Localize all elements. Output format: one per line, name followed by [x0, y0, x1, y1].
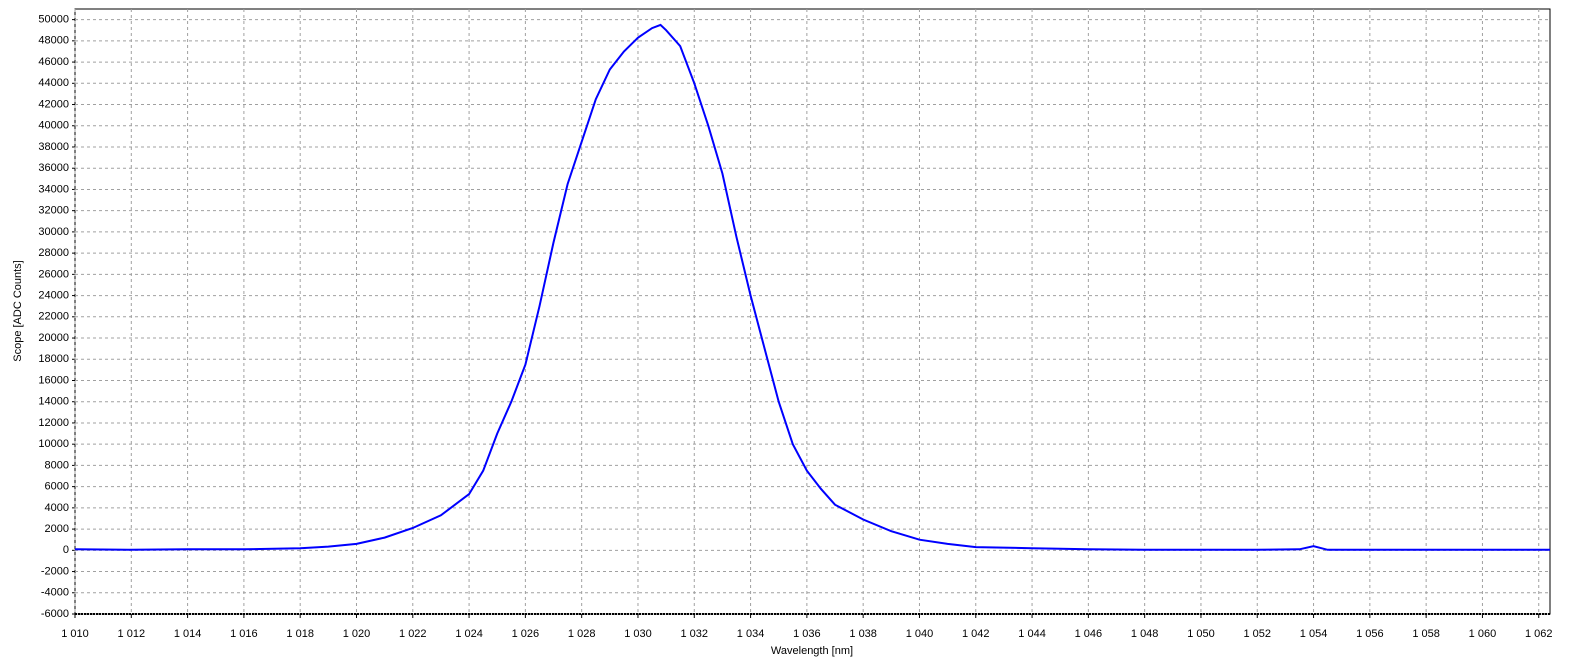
y-axis-title: Scope [ADC Counts]	[12, 260, 24, 362]
x-tick-label: 1 024	[455, 628, 483, 640]
y-tick-label: 32000	[38, 205, 69, 217]
y-tick-label: 16000	[38, 374, 69, 386]
y-tick-label: 24000	[38, 289, 69, 301]
x-tick-label: 1 040	[906, 628, 934, 640]
x-tick-label: 1 062	[1525, 628, 1553, 640]
y-tick-label: 10000	[38, 438, 69, 450]
y-tick-label: 2000	[45, 523, 69, 535]
x-tick-label: 1 034	[737, 628, 765, 640]
x-tick-label: 1 036	[793, 628, 821, 640]
x-tick-label: 1 020	[343, 628, 371, 640]
x-tick-label: 1 026	[512, 628, 540, 640]
x-tick-label: 1 052	[1243, 628, 1271, 640]
y-tick-label: -6000	[41, 608, 69, 620]
x-tick-label: 1 022	[399, 628, 427, 640]
x-tick-label: 1 056	[1356, 628, 1384, 640]
y-tick-label: 12000	[38, 417, 69, 429]
x-tick-label: 1 044	[1018, 628, 1046, 640]
plot-area	[74, 8, 1551, 615]
x-tick-label: 1 010	[61, 628, 89, 640]
y-tick-label: 20000	[38, 332, 69, 344]
y-tick-label: -4000	[41, 587, 69, 599]
y-tick-label: 0	[63, 544, 69, 556]
x-tick-label: 1 050	[1187, 628, 1215, 640]
y-tick-label: 30000	[38, 226, 69, 238]
x-tick-label: 1 054	[1300, 628, 1328, 640]
y-tick-label: 42000	[38, 98, 69, 110]
x-tick-label: 1 018	[286, 628, 314, 640]
y-tick-label: 22000	[38, 311, 69, 323]
x-tick-label: 1 012	[118, 628, 146, 640]
x-tick-label: 1 014	[174, 628, 202, 640]
x-tick-label: 1 042	[962, 628, 990, 640]
y-tick-label: 46000	[38, 56, 69, 68]
x-tick-label: 1 048	[1131, 628, 1159, 640]
y-tick-label: 26000	[38, 268, 69, 280]
y-tick-label: 44000	[38, 77, 69, 89]
y-tick-label: 8000	[45, 459, 69, 471]
data-line	[74, 23, 1550, 551]
x-axis-title: Wavelength [nm]	[771, 645, 853, 657]
x-tick-label: 1 058	[1412, 628, 1440, 640]
y-tick-label: 34000	[38, 183, 69, 195]
x-tick-label: 1 030	[624, 628, 652, 640]
y-tick-label: 14000	[38, 396, 69, 408]
y-tick-label: 28000	[38, 247, 69, 259]
y-tick-label: 4000	[45, 502, 69, 514]
y-tick-label: 18000	[38, 353, 69, 365]
x-tick-label: 1 046	[1075, 628, 1103, 640]
y-tick-label: 6000	[45, 481, 69, 493]
x-tick-label: 1 060	[1469, 628, 1497, 640]
y-tick-label: 36000	[38, 162, 69, 174]
x-tick-label: 1 038	[849, 628, 877, 640]
y-tick-label: 50000	[38, 14, 69, 26]
y-tick-label: 38000	[38, 141, 69, 153]
y-tick-label: -2000	[41, 565, 69, 577]
x-tick-label: 1 028	[568, 628, 596, 640]
x-tick-label: 1 016	[230, 628, 258, 640]
x-tick-label: 1 032	[681, 628, 709, 640]
y-tick-label: 48000	[38, 35, 69, 47]
y-tick-label: 40000	[38, 120, 69, 132]
